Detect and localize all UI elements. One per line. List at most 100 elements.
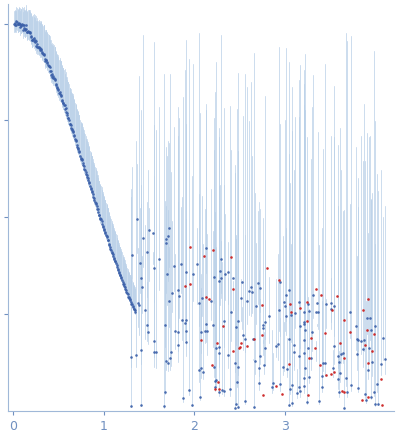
Point — [128, 300, 135, 307]
Point — [91, 194, 97, 201]
Point — [60, 99, 66, 106]
Point — [67, 121, 73, 128]
Point — [341, 316, 347, 323]
Point — [105, 236, 111, 243]
Point — [111, 254, 117, 261]
Point — [368, 393, 375, 400]
Point — [187, 243, 193, 250]
Point — [101, 226, 107, 233]
Point — [66, 116, 72, 123]
Point — [276, 380, 283, 387]
Point — [89, 188, 96, 195]
Point — [166, 225, 172, 232]
Point — [304, 301, 311, 308]
Point — [64, 111, 70, 118]
Point — [27, 28, 33, 35]
Point — [277, 278, 283, 285]
Point — [161, 403, 167, 410]
Point — [279, 364, 286, 371]
Point — [305, 391, 311, 398]
Point — [57, 91, 63, 98]
Point — [29, 36, 36, 43]
Point — [238, 294, 244, 301]
Point — [300, 309, 307, 316]
Point — [236, 343, 243, 350]
Point — [235, 363, 242, 370]
Point — [29, 36, 35, 43]
Point — [131, 306, 137, 313]
Point — [115, 267, 121, 274]
Point — [301, 319, 308, 326]
Point — [239, 332, 246, 339]
Point — [250, 335, 256, 342]
Point — [261, 361, 267, 368]
Point — [150, 229, 156, 236]
Point — [68, 125, 75, 132]
Point — [134, 215, 140, 222]
Point — [216, 388, 222, 395]
Point — [353, 323, 359, 330]
Point — [108, 246, 114, 253]
Point — [132, 309, 139, 316]
Point — [72, 136, 79, 143]
Point — [288, 312, 294, 319]
Point — [234, 318, 241, 325]
Point — [374, 381, 380, 388]
Point — [187, 280, 193, 287]
Point — [175, 341, 181, 348]
Point — [75, 145, 82, 152]
Point — [304, 298, 310, 305]
Point — [77, 152, 83, 159]
Point — [129, 301, 135, 308]
Point — [165, 233, 172, 240]
Point — [39, 49, 46, 56]
Point — [224, 351, 231, 358]
Point — [330, 369, 337, 376]
Point — [87, 184, 94, 191]
Point — [115, 268, 122, 275]
Point — [301, 349, 307, 356]
Point — [228, 254, 234, 261]
Point — [314, 300, 320, 307]
Point — [104, 234, 110, 241]
Point — [25, 28, 32, 35]
Point — [281, 298, 287, 305]
Point — [112, 258, 118, 265]
Point — [214, 339, 220, 346]
Point — [11, 21, 18, 28]
Point — [329, 306, 335, 313]
Point — [27, 30, 33, 37]
Point — [296, 353, 302, 360]
Point — [91, 196, 98, 203]
Point — [343, 388, 350, 395]
Point — [94, 202, 100, 209]
Point — [86, 178, 92, 185]
Point — [288, 309, 294, 316]
Point — [98, 218, 105, 225]
Point — [234, 379, 240, 386]
Point — [260, 324, 266, 331]
Point — [33, 38, 39, 45]
Point — [260, 392, 267, 399]
Point — [16, 20, 22, 27]
Point — [40, 50, 47, 57]
Point — [47, 64, 53, 71]
Point — [251, 403, 258, 410]
Point — [92, 198, 98, 205]
Point — [84, 173, 90, 180]
Point — [318, 291, 324, 298]
Point — [292, 309, 298, 316]
Point — [164, 360, 171, 367]
Point — [328, 305, 334, 312]
Point — [101, 225, 107, 232]
Point — [300, 382, 307, 389]
Point — [212, 377, 218, 384]
Point — [353, 335, 360, 342]
Point — [233, 323, 239, 330]
Point — [37, 46, 44, 53]
Point — [103, 232, 110, 239]
Point — [232, 360, 238, 367]
Point — [174, 286, 181, 293]
Point — [297, 323, 303, 330]
Point — [379, 335, 386, 342]
